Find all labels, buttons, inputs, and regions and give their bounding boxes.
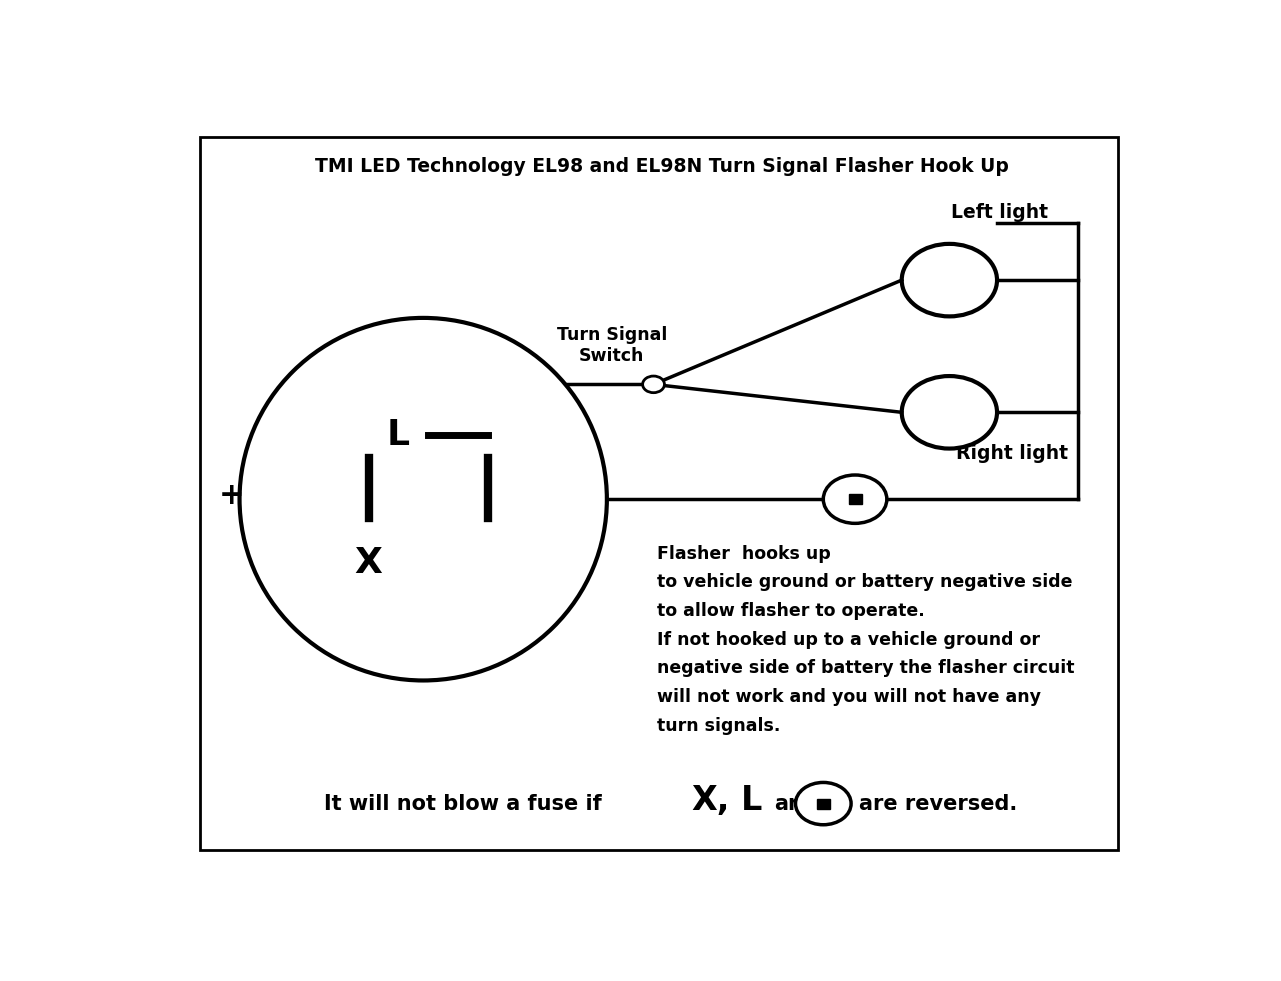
Text: will not work and you will not have any: will not work and you will not have any — [657, 688, 1040, 706]
Circle shape — [824, 475, 886, 523]
Text: Right light: Right light — [956, 444, 1068, 463]
Circle shape — [902, 244, 997, 317]
Text: to vehicle ground or battery negative side: to vehicle ground or battery negative si… — [657, 573, 1072, 592]
Text: X,: X, — [692, 784, 730, 817]
Text: TMI LED Technology EL98 and EL98N Turn Signal Flasher Hook Up: TMI LED Technology EL98 and EL98N Turn S… — [315, 157, 1008, 177]
Text: X: X — [355, 546, 383, 581]
Bar — [848, 494, 862, 504]
Text: +: + — [219, 481, 245, 510]
Ellipse shape — [240, 318, 607, 681]
Text: to allow flasher to operate.: to allow flasher to operate. — [657, 602, 925, 620]
Text: negative side of battery the flasher circuit: negative side of battery the flasher cir… — [657, 659, 1073, 677]
Text: L: L — [740, 784, 762, 817]
Circle shape — [902, 376, 997, 448]
Text: are reversed.: are reversed. — [860, 794, 1017, 813]
Text: Flasher  hooks up: Flasher hooks up — [657, 544, 830, 562]
Text: Turn Signal
Switch: Turn Signal Switch — [557, 327, 667, 365]
Circle shape — [796, 783, 851, 825]
Text: Left light: Left light — [951, 203, 1048, 222]
Text: and: and — [774, 794, 817, 813]
Text: L: L — [387, 418, 410, 452]
Text: turn signals.: turn signals. — [657, 717, 780, 735]
Text: If not hooked up to a vehicle ground or: If not hooked up to a vehicle ground or — [657, 631, 1039, 648]
Circle shape — [643, 376, 665, 392]
Text: It will not blow a fuse if: It will not blow a fuse if — [324, 794, 602, 813]
Bar — [817, 799, 830, 808]
